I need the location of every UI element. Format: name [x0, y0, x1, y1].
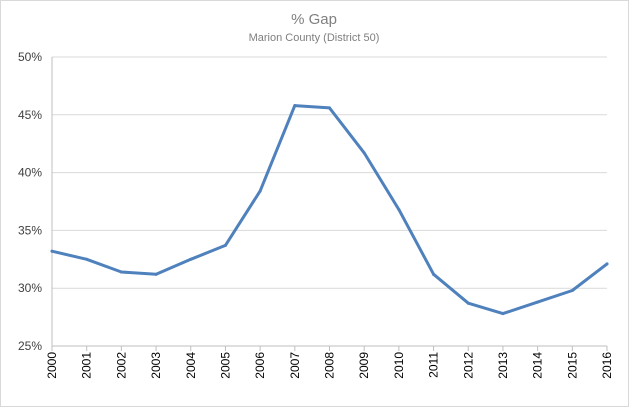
y-tick-label: 40% — [18, 166, 42, 180]
x-axis-ticks: 2000 2001 2002 2003 2004 2005 2006 2007 2008 2009… — [45, 352, 614, 379]
x-tick-label: 2005 — [218, 352, 232, 379]
data-point — [258, 189, 262, 193]
data-point — [189, 257, 193, 261]
x-tick-label: 2010 — [392, 352, 406, 379]
data-point — [223, 243, 227, 247]
x-tick-label: 2007 — [288, 352, 302, 379]
y-tick-label: 35% — [18, 223, 42, 237]
x-tick-label: 2003 — [149, 352, 163, 379]
x-tick-label: 2006 — [253, 352, 267, 379]
series-layer — [50, 104, 609, 316]
chart-subtitle: Marion County (District 50) — [249, 32, 380, 44]
data-point — [293, 104, 297, 108]
y-axis-ticks: 25% 30% 35% 40% 45% 50% — [18, 50, 42, 353]
data-point — [501, 312, 505, 316]
data-point — [536, 300, 540, 304]
x-tick-label: 2013 — [496, 352, 510, 379]
gridlines — [51, 56, 608, 351]
data-point — [85, 257, 89, 261]
x-tick-label: 2011 — [427, 352, 441, 378]
y-tick-label: 25% — [18, 339, 42, 353]
data-point — [362, 151, 366, 155]
y-tick-label: 30% — [18, 281, 42, 295]
series-line — [50, 104, 609, 316]
x-tick-label: 2016 — [600, 352, 614, 379]
data-point — [328, 106, 331, 110]
data-point — [154, 272, 158, 276]
data-point — [432, 272, 436, 276]
x-tick-label: 2004 — [184, 352, 198, 379]
chart-title: % Gap — [291, 11, 337, 28]
x-tick-label: 2009 — [357, 352, 371, 379]
x-tick-label: 2015 — [565, 352, 579, 379]
x-tick-label: 2002 — [114, 352, 128, 379]
data-point — [397, 208, 401, 212]
x-tick-label: 2012 — [461, 352, 475, 379]
data-point — [605, 262, 609, 266]
data-point — [466, 301, 470, 305]
x-tick-label: 2008 — [323, 352, 337, 379]
data-point — [119, 270, 123, 274]
x-tick-label: 2000 — [45, 352, 59, 379]
x-tick-label: 2014 — [531, 352, 545, 379]
data-point — [50, 249, 54, 253]
x-tick-label: 2001 — [80, 352, 94, 379]
y-tick-label: 50% — [18, 50, 42, 64]
y-tick-label: 45% — [18, 108, 42, 122]
data-point — [570, 289, 574, 293]
